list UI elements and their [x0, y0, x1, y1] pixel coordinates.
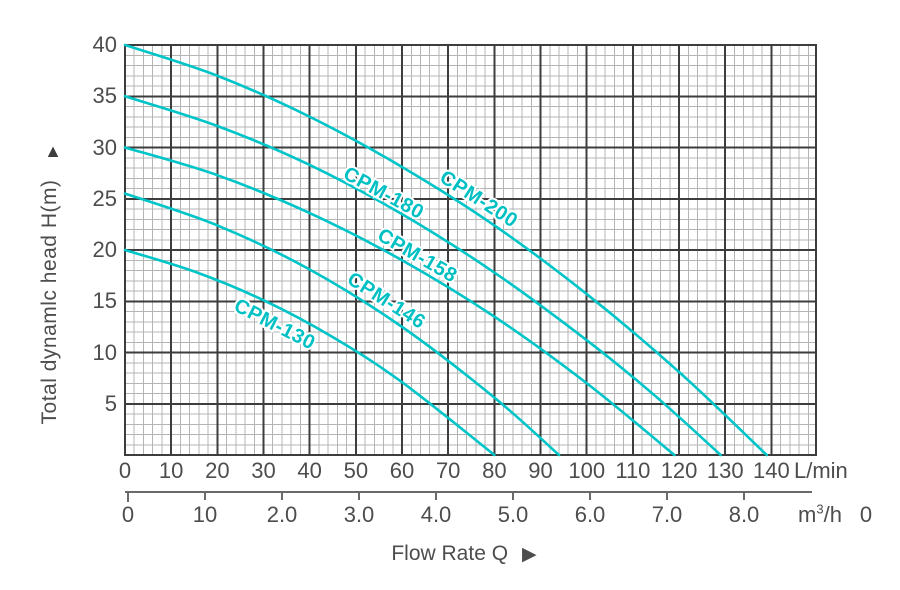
y-tick-label: 5: [104, 390, 117, 416]
m3h-unit-base: m: [798, 502, 817, 527]
y-tick-label: 30: [92, 134, 117, 160]
x-tick-label-lmin: 110: [615, 458, 651, 483]
x-tick-label-lmin: 30: [251, 458, 276, 483]
x-tick-label-m3h: 10: [192, 502, 218, 527]
x-tick-label-lmin: 70: [435, 458, 461, 483]
m3h-unit-rest: /h: [823, 502, 842, 527]
y-axis-title: Total dynamlc head H(m): [38, 179, 61, 425]
x-tick-label-lmin: 120: [660, 458, 698, 483]
x-tick-label-m3h: 6.0: [574, 502, 606, 527]
curve-CPM-146: [123, 192, 561, 457]
y-tick-label: 15: [92, 288, 117, 314]
x-tick-label-lmin: 40: [297, 458, 322, 483]
x-tick-label-lmin: 80: [482, 458, 507, 483]
x-tick-label-m3h: 4.0: [420, 502, 452, 527]
x-axis-title-text: Flow Rate Q: [391, 542, 509, 565]
secondary-axis-trailing-zero: 0: [859, 502, 873, 527]
x-tick-label-m3h: 8.0: [728, 502, 760, 527]
x-tick-label-lmin: 10: [158, 458, 184, 483]
x-tick-label-m3h: 5.0: [497, 502, 529, 527]
x-tick-label-lmin: 0: [118, 458, 132, 483]
curve-label-CPM-130: CPM-130: [230, 295, 318, 355]
x-tick-label-lmin: 100: [568, 458, 606, 483]
curve-CPM-180: [123, 94, 722, 457]
x-tick-label-m3h: 3.0: [343, 502, 375, 527]
curve-CPM-130: [123, 248, 496, 457]
x-tick-label-m3h: 2.0: [266, 502, 298, 527]
y-tick-label: 10: [92, 339, 117, 365]
y-tick-label: 40: [92, 32, 117, 57]
curve-CPM-158: [123, 146, 676, 457]
y-axis-up-arrow-icon: ▲: [44, 141, 62, 161]
y-tick-label: 25: [92, 185, 117, 211]
x-tick-label-lmin: 90: [528, 458, 553, 483]
x-axis-m3h-unit: m3/h: [798, 501, 842, 527]
y-tick-label: 20: [92, 237, 117, 262]
x-axis-title: Flow Rate Q ▶: [391, 542, 536, 566]
x-tick-label-m3h: 0: [121, 502, 135, 527]
x-tick-label-lmin: 140: [753, 458, 790, 483]
x-tick-label-m3h: 7.0: [651, 502, 683, 527]
y-tick-label: 35: [92, 83, 117, 109]
x-tick-label-lmin: 50: [343, 458, 369, 483]
curve-CPM-200: [123, 43, 769, 457]
x-tick-label-lmin: 20: [205, 458, 230, 483]
right-arrow-icon: ▶: [522, 543, 537, 565]
x-axis-lmin-unit: L/min: [794, 458, 848, 483]
x-tick-label-lmin: 60: [389, 458, 415, 483]
m3h-unit-exponent: 3: [816, 501, 824, 517]
x-tick-label-lmin: 130: [706, 458, 744, 483]
